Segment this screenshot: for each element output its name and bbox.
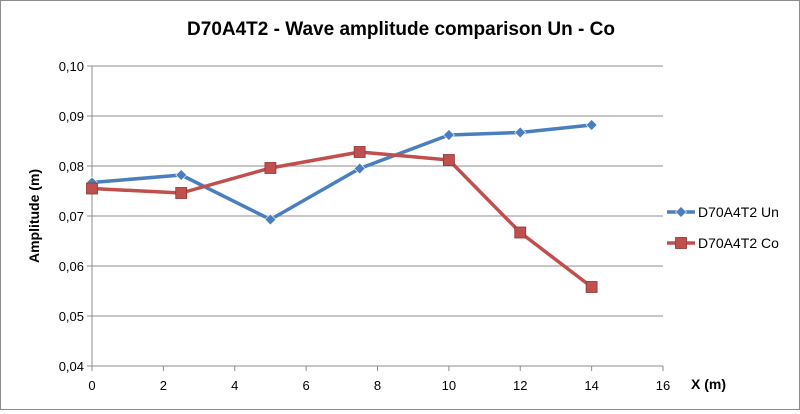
legend-marker bbox=[675, 206, 687, 218]
data-point bbox=[175, 187, 188, 199]
y-tick-label: 0,10 bbox=[59, 59, 84, 74]
data-point bbox=[264, 213, 277, 226]
x-tick-label: 10 bbox=[442, 378, 456, 393]
y-tick-label: 0,09 bbox=[59, 109, 84, 124]
y-tick-label: 0,05 bbox=[59, 309, 84, 324]
y-tick-label: 0,07 bbox=[59, 209, 84, 224]
legend-item: D70A4T2 Un bbox=[667, 204, 779, 220]
data-point bbox=[353, 162, 366, 175]
legend-label: D70A4T2 Un bbox=[698, 204, 779, 220]
y-axis-ticks: 0,04 0,05 0,06 0,07 0,08 0,09 0,10 bbox=[59, 59, 92, 374]
data-point bbox=[175, 169, 188, 181]
x-tick-label: 6 bbox=[303, 378, 310, 393]
data-point bbox=[353, 146, 366, 158]
legend-marker bbox=[675, 237, 687, 249]
data-point bbox=[585, 281, 598, 293]
x-axis-label: X (m) bbox=[691, 376, 726, 392]
series-1 bbox=[86, 119, 598, 226]
data-point bbox=[585, 119, 598, 131]
data-point bbox=[514, 226, 527, 239]
x-tick-label: 16 bbox=[656, 378, 670, 393]
y-tick-label: 0,04 bbox=[59, 359, 84, 374]
data-point bbox=[514, 126, 527, 139]
y-tick-label: 0,08 bbox=[59, 159, 84, 174]
series-line bbox=[91, 123, 592, 222]
data-point bbox=[442, 154, 455, 166]
legend-item: D70A4T2 Co bbox=[667, 235, 779, 251]
series-2 bbox=[86, 146, 598, 293]
series-group bbox=[86, 119, 598, 293]
y-axis-label: Amplitude (m) bbox=[26, 169, 42, 263]
x-tick-label: 2 bbox=[160, 378, 167, 393]
x-tick-label: 4 bbox=[231, 378, 238, 393]
y-tick-label: 0,06 bbox=[59, 259, 84, 274]
grid-lines bbox=[92, 65, 663, 317]
series-line bbox=[91, 150, 593, 289]
data-point bbox=[264, 162, 277, 174]
legend-label: D70A4T2 Co bbox=[698, 235, 779, 251]
x-tick-label: 14 bbox=[584, 378, 598, 393]
chart-title: D70A4T2 - Wave amplitude comparison Un -… bbox=[187, 19, 615, 40]
x-tick-label: 0 bbox=[88, 378, 95, 393]
data-point bbox=[442, 129, 455, 141]
x-tick-label: 8 bbox=[374, 378, 381, 393]
legend: D70A4T2 Un D70A4T2 Co bbox=[667, 204, 779, 251]
data-point bbox=[86, 182, 98, 195]
x-axis-ticks: 0 2 4 6 8 10 12 14 16 bbox=[88, 366, 670, 393]
x-tick-label: 12 bbox=[513, 378, 527, 393]
